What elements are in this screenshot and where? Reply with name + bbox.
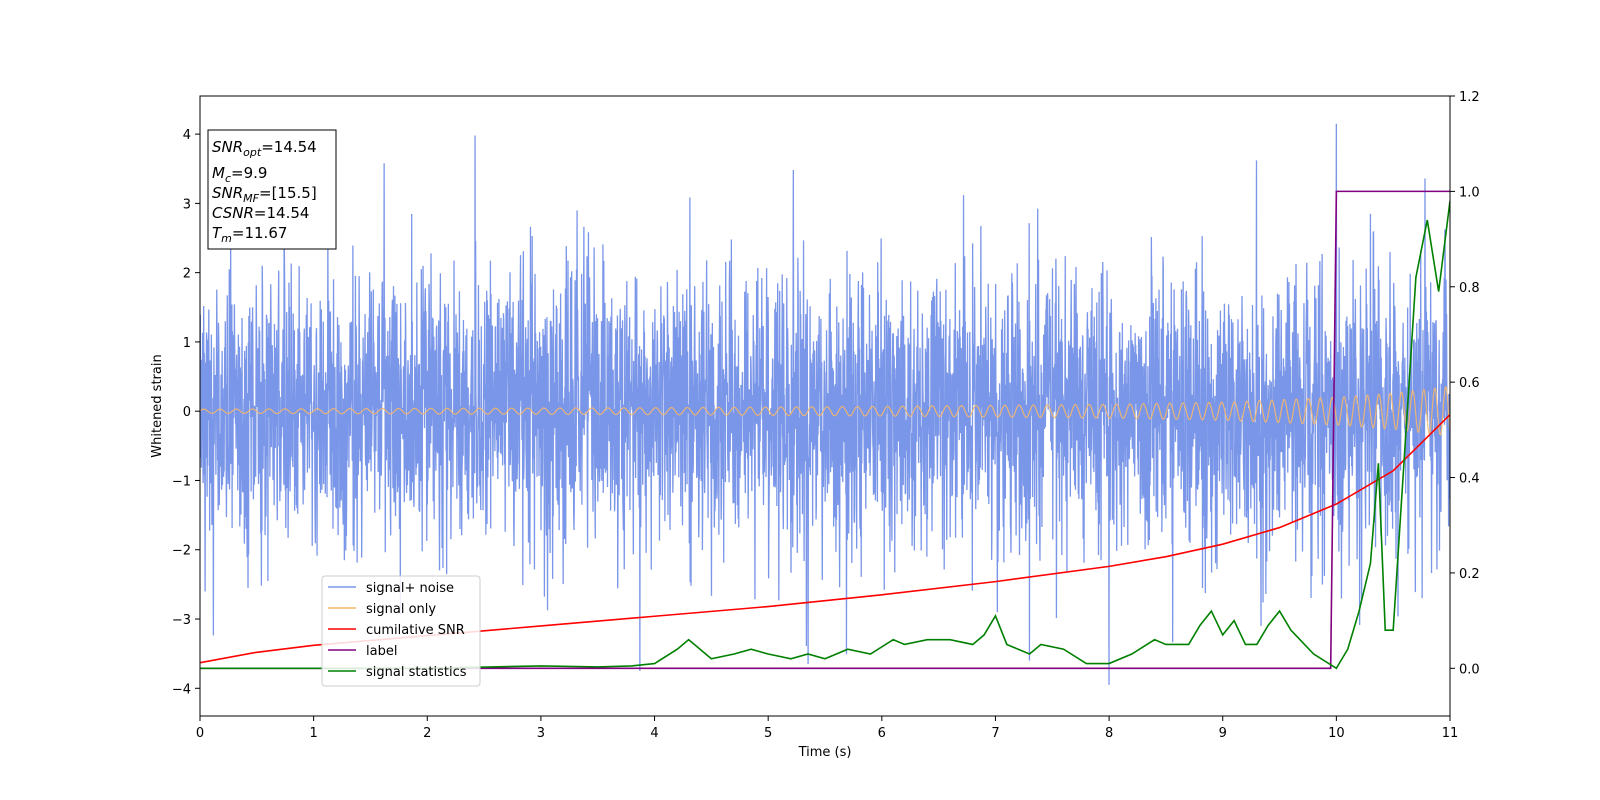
series-signal-noise [200, 123, 1450, 685]
x-tick-label: 7 [991, 726, 999, 741]
y-tick-label: −3 [172, 613, 191, 628]
y-axis-left: −4 −3 −2 −1 0 1 2 3 4 [172, 128, 200, 697]
legend-label-label: label [366, 644, 397, 659]
y-tick-label: 2 [183, 267, 191, 282]
y2-tick-label: 0.6 [1459, 376, 1480, 391]
y-tick-label: 1 [183, 336, 191, 351]
x-tick-label: 11 [1442, 726, 1459, 741]
legend-frame [321, 575, 481, 687]
legend-label-signal-only: signal only [366, 602, 436, 617]
legend: signal+ noise signal only cumilative SNR… [321, 575, 481, 687]
x-tick-label: 8 [1105, 726, 1113, 741]
series-label [200, 190, 1450, 670]
info-tm: Tm=11.67 [212, 224, 287, 245]
x-tick-label: 3 [537, 726, 545, 741]
legend-label-signal-statistics: signal statistics [366, 665, 467, 680]
y2-tick-label: 0.8 [1459, 281, 1480, 296]
info-csnr: CSNR=14.54 [212, 204, 309, 222]
y2-tick-label: 0.4 [1459, 472, 1480, 487]
x-tick-label: 0 [196, 726, 204, 741]
info-box: SNRopt=14.54 Mc=9.9 SNRMF=[15.5] CSNR=14… [207, 129, 337, 250]
x-tick-label: 5 [764, 726, 772, 741]
y2-tick-label: 0.2 [1459, 567, 1480, 582]
y-tick-label: 0 [183, 405, 191, 420]
info-box-frame [207, 129, 337, 250]
plot-frame [199, 95, 1451, 717]
y-tick-label: −1 [172, 474, 191, 489]
y-tick-label: −2 [172, 544, 191, 559]
legend-label-cumulative-snr: cumilative SNR [366, 623, 465, 638]
info-mc: Mc=9.9 [212, 164, 267, 185]
series-signal-only [200, 386, 1450, 436]
legend-label-signal-noise: signal+ noise [366, 581, 454, 596]
y2-tick-label: 1.0 [1459, 185, 1480, 200]
y-axis-right: 0.0 0.2 0.4 0.6 0.8 1.0 1.2 [1450, 90, 1480, 677]
info-snr-mf: SNRMF=[15.5] [212, 184, 317, 205]
x-tick-label: 10 [1328, 726, 1345, 741]
y-axis-label: Whitened strain [150, 354, 165, 457]
x-tick-label: 1 [309, 726, 317, 741]
y2-tick-label: 0.0 [1459, 662, 1480, 677]
x-tick-label: 4 [650, 726, 658, 741]
series-signal-statistics [200, 200, 1450, 670]
x-axis-label: Time (s) [798, 745, 852, 760]
info-snr-opt: SNRopt=14.54 [212, 138, 317, 159]
y-tick-label: 4 [183, 128, 191, 143]
y-tick-label: 3 [183, 197, 191, 212]
x-tick-label: 2 [423, 726, 431, 741]
x-tick-label: 6 [878, 726, 886, 741]
x-tick-label: 9 [1219, 726, 1227, 741]
y2-tick-label: 1.2 [1459, 90, 1480, 105]
y-tick-label: −4 [172, 682, 191, 697]
x-axis: 0 1 2 3 4 5 6 7 8 9 10 11 [196, 716, 1458, 741]
